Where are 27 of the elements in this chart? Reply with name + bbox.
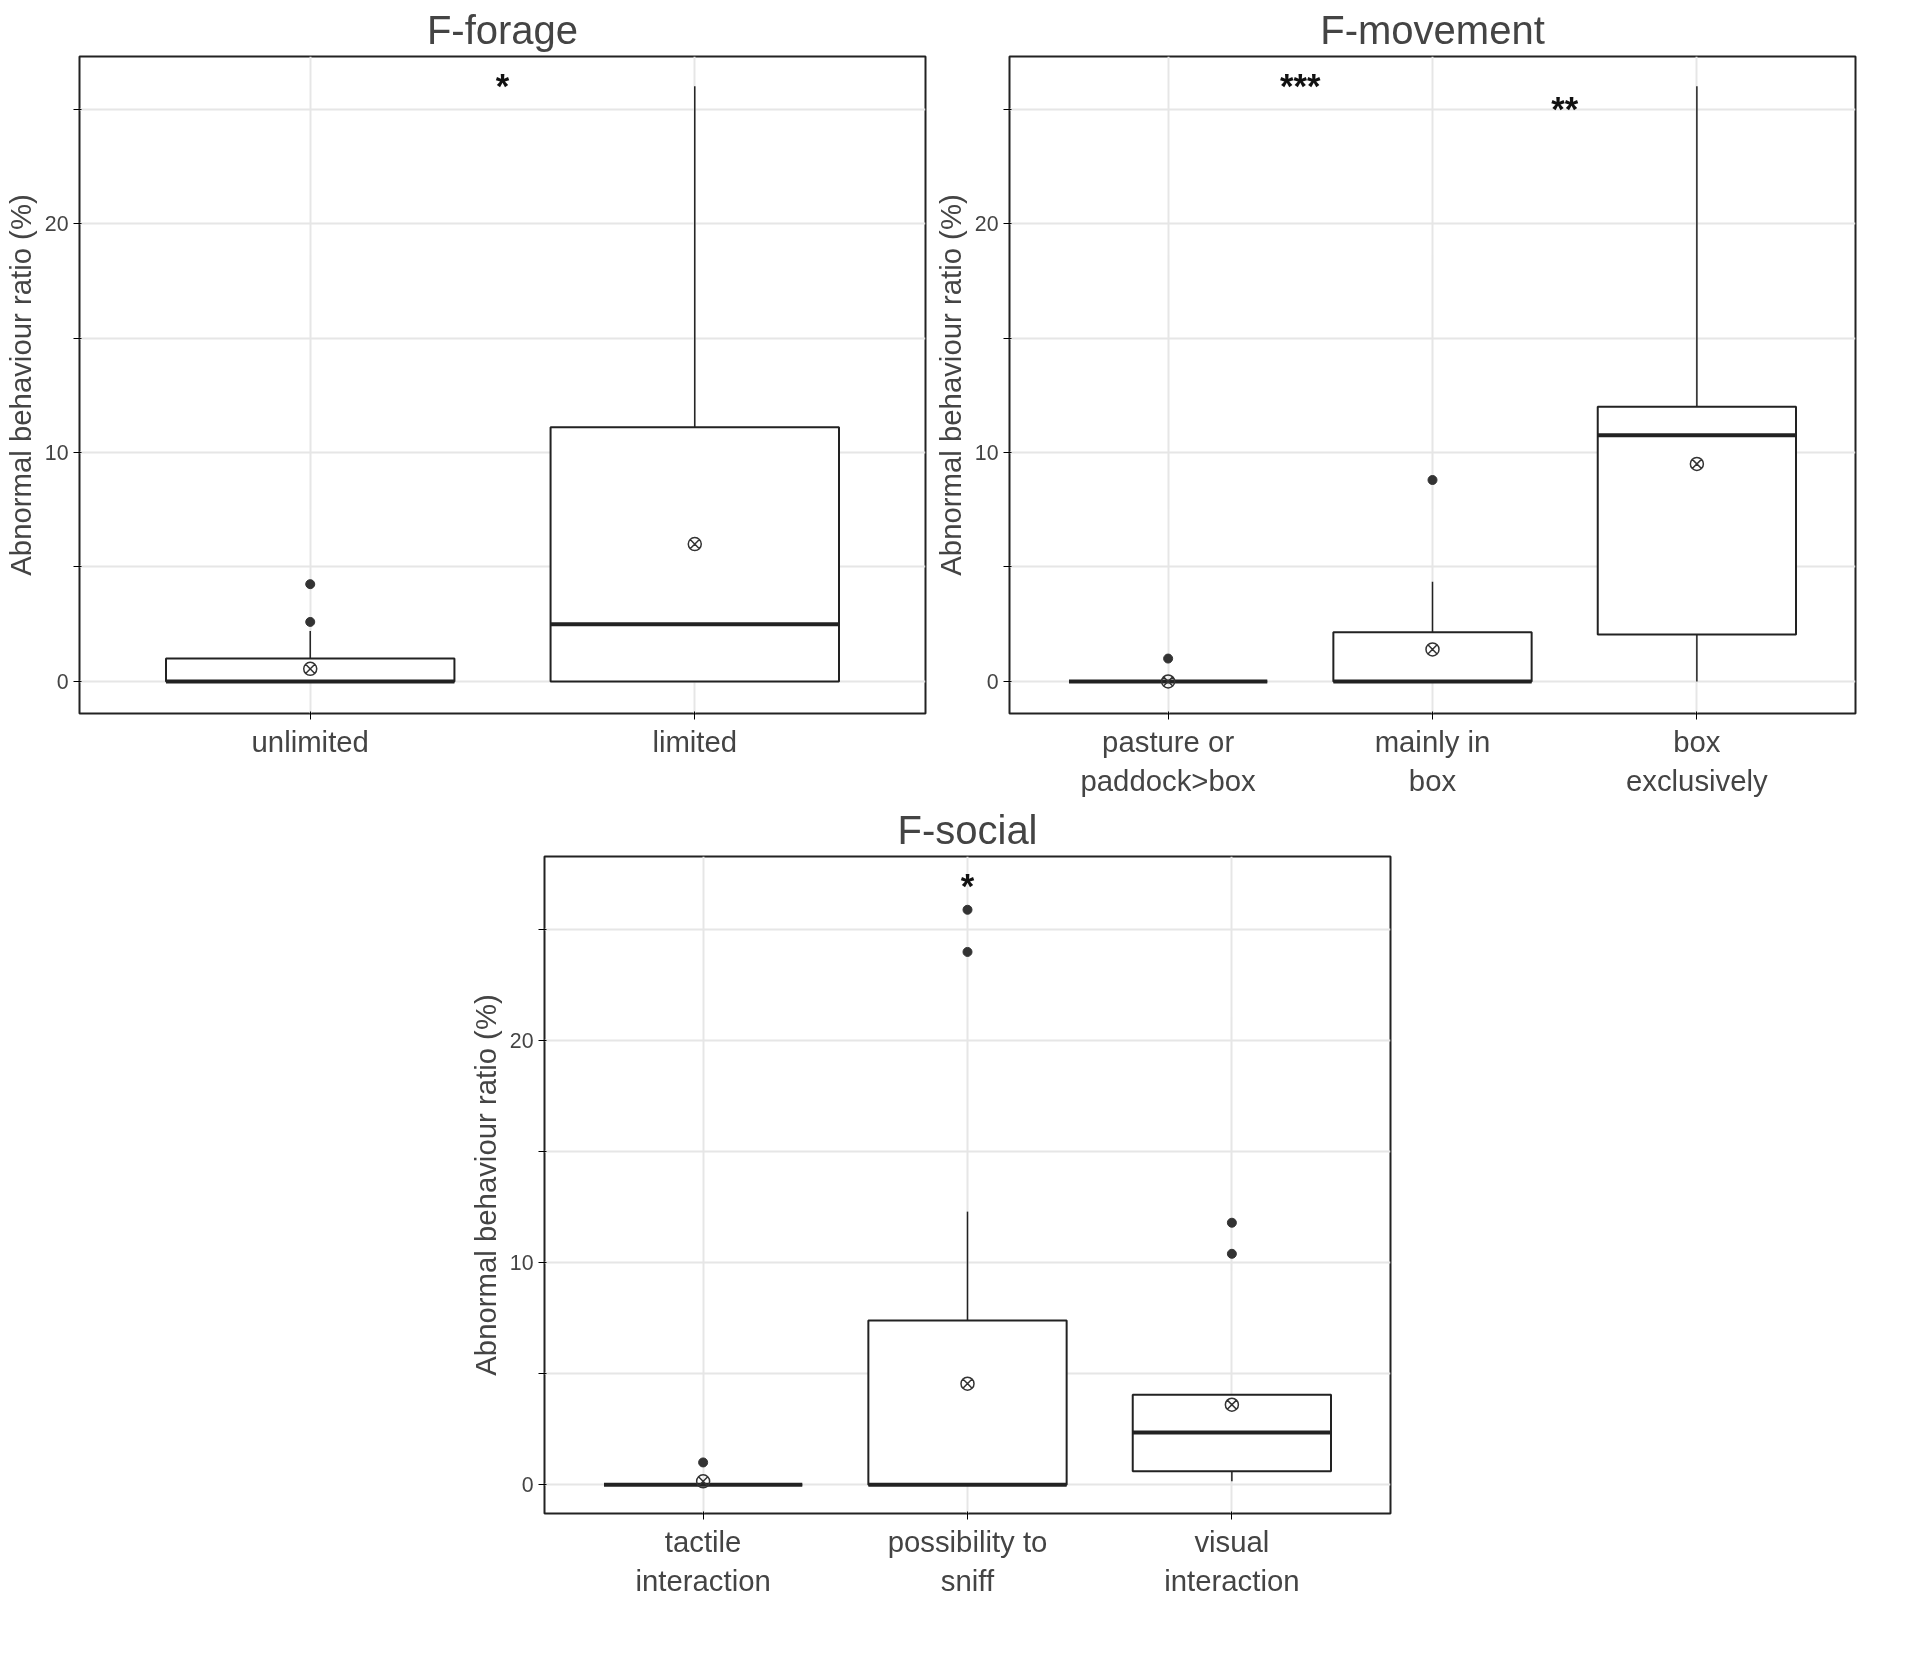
x-tick-label: pasture or paddock>box [1080,724,1257,798]
y-tick-label: 10 [974,441,999,466]
y-axis-title: Abnormal behaviour ratio (%) [468,994,502,1376]
x-tick-label: unlimited [251,724,369,758]
y-tick-label: 10 [44,441,69,466]
annotation: * [495,67,510,106]
y-tick-label: 10 [509,1251,534,1276]
y-tick-label: 20 [44,212,69,237]
chart-title: F-movement [1320,7,1545,52]
chart-title: F-social [897,807,1038,852]
annotation: * [960,867,975,906]
y-tick-label: 0 [56,669,69,694]
y-tick-label: 20 [509,1029,534,1054]
y-axis-title: Abnormal behaviour ratio (%) [933,194,967,576]
annotation: ** [1551,90,1579,129]
annotation: *** [1280,67,1322,106]
y-tick-label: 0 [521,1473,534,1498]
y-axis-title: Abnormal behaviour ratio (%) [3,194,37,576]
y-tick-label: 20 [974,212,999,237]
x-tick-label: mainly in box [1374,724,1491,798]
x-tick-label: box exclusively [1625,724,1769,798]
x-tick-label: visual interaction [1164,1524,1300,1598]
x-tick-label: possibility to sniff [887,1524,1048,1598]
x-tick-label: tactile interaction [635,1524,771,1598]
chart-title: F-forage [426,7,579,52]
x-tick-label: limited [652,724,738,758]
y-tick-label: 0 [986,669,999,694]
